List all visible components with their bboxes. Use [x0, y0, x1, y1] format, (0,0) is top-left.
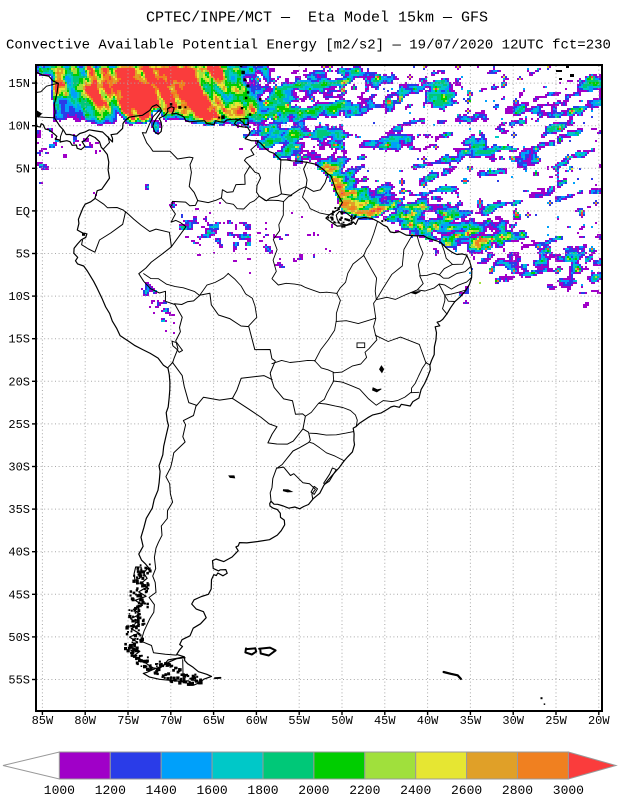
svg-text:65W: 65W	[203, 714, 225, 728]
svg-text:2200: 2200	[349, 783, 380, 798]
svg-text:EQ: EQ	[16, 205, 30, 219]
svg-text:45W: 45W	[374, 714, 396, 728]
svg-text:3000: 3000	[553, 783, 584, 798]
svg-text:1800: 1800	[247, 783, 278, 798]
svg-text:2400: 2400	[400, 783, 431, 798]
svg-text:70W: 70W	[160, 714, 182, 728]
svg-text:85W: 85W	[32, 714, 54, 728]
svg-text:35S: 35S	[8, 503, 30, 517]
svg-text:30S: 30S	[8, 461, 30, 475]
svg-text:15N: 15N	[8, 77, 30, 91]
svg-text:10S: 10S	[8, 290, 30, 304]
svg-text:50S: 50S	[8, 631, 30, 645]
svg-text:1200: 1200	[95, 783, 126, 798]
svg-text:2800: 2800	[502, 783, 533, 798]
svg-text:55W: 55W	[288, 714, 310, 728]
svg-text:1000: 1000	[44, 783, 75, 798]
svg-text:30W: 30W	[502, 714, 524, 728]
svg-text:Convective Available Potential: Convective Available Potential Energy [m…	[6, 38, 611, 54]
svg-text:35W: 35W	[460, 714, 482, 728]
svg-text:20W: 20W	[588, 714, 610, 728]
svg-text:10N: 10N	[8, 120, 30, 134]
svg-text:55S: 55S	[8, 674, 30, 688]
svg-text:5S: 5S	[16, 248, 30, 262]
svg-text:40W: 40W	[417, 714, 439, 728]
svg-text:80W: 80W	[74, 714, 96, 728]
svg-text:75W: 75W	[117, 714, 139, 728]
svg-text:2000: 2000	[298, 783, 329, 798]
svg-text:1400: 1400	[146, 783, 177, 798]
svg-text:20S: 20S	[8, 375, 30, 389]
svg-text:60W: 60W	[246, 714, 268, 728]
svg-text:25W: 25W	[545, 714, 567, 728]
svg-text:15S: 15S	[8, 333, 30, 347]
svg-text:50W: 50W	[331, 714, 353, 728]
svg-text:1600: 1600	[196, 783, 227, 798]
svg-text:45S: 45S	[8, 588, 30, 602]
svg-text:40S: 40S	[8, 546, 30, 560]
svg-text:CPTEC/INPE/MCT — Eta Model 15: CPTEC/INPE/MCT — Eta Model 15km — GFS	[146, 10, 488, 27]
svg-text:5N: 5N	[16, 162, 30, 176]
svg-text:2600: 2600	[451, 783, 482, 798]
svg-text:25S: 25S	[8, 418, 30, 432]
